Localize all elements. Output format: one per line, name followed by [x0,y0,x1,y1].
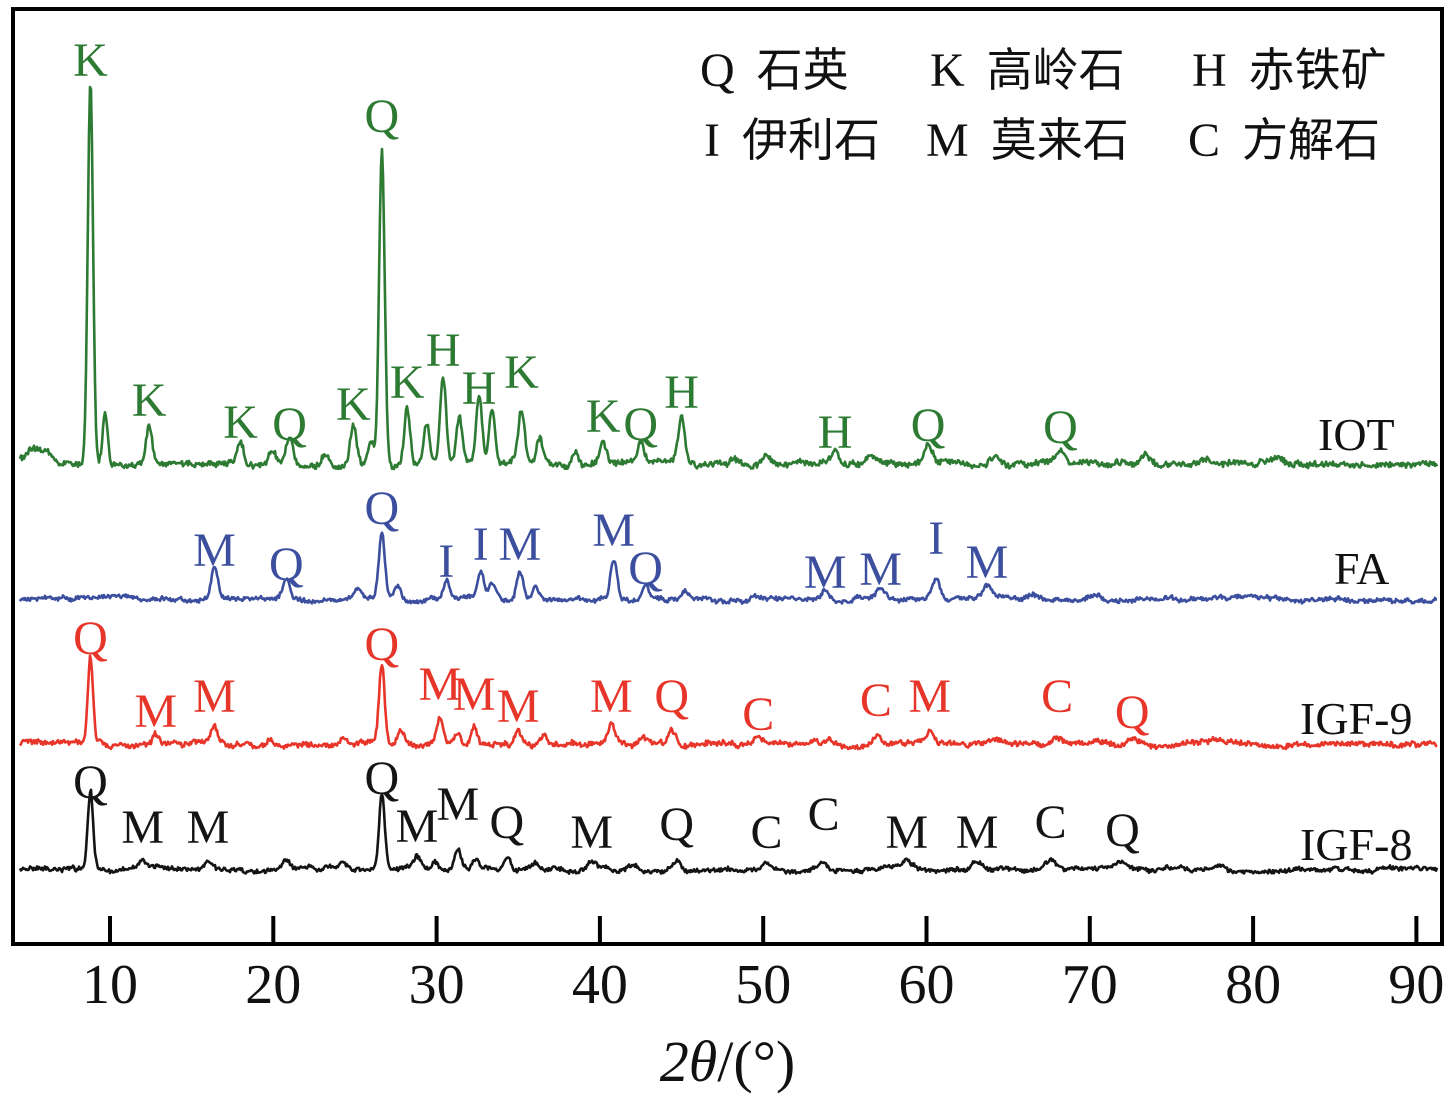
legend-name-mullite: 莫来石 [990,115,1129,166]
peak-label-k: K [504,346,539,399]
peak-label-q: Q [1105,804,1140,857]
peak-label-m: M [886,806,929,859]
peak-label-q: Q [489,796,524,849]
peak-label-m: M [121,801,164,854]
peak-label-i: I [438,535,454,588]
peak-label-i: I [928,512,944,565]
peak-label-m: M [134,685,177,738]
legend-symbol-q: Q [700,44,735,97]
legend-symbol-c: C [1188,114,1221,167]
legend-item-kaolinite: K 高岭石 [930,34,1125,100]
peak-label-h: H [462,362,497,415]
peak-label-c: C [860,674,892,727]
legend-name-hematite: 赤铁矿 [1248,45,1387,96]
peak-label-q: Q [73,612,108,665]
peak-label-k: K [132,374,167,427]
series-label-igf9: IGF-9 [1300,693,1413,744]
peak-label-m: M [193,524,236,577]
legend-name-quartz: 石英 [756,45,849,96]
legend-name-illite: 伊利石 [741,115,880,166]
peak-label-m: M [908,670,951,723]
legend-name-kaolinite: 高岭石 [986,45,1125,96]
peak-label-q: Q [1115,686,1150,739]
peak-label-q: Q [654,670,689,723]
peak-label-m: M [499,518,542,571]
peak-label-q: Q [365,482,400,535]
peak-label-m: M [859,543,902,596]
x-tick-label: 40 [572,954,628,1016]
peak-label-m: M [419,658,462,711]
series-label-iot: IOT [1318,409,1395,460]
legend-symbol-i: I [704,114,720,167]
peak-label-m: M [590,670,633,723]
peak-label-m: M [592,504,635,557]
peak-label-c: C [1035,796,1067,849]
trace-iot [18,85,1439,471]
legend-name-calcite: 方解石 [1242,115,1381,166]
legend-item-mullite: M 莫来石 [926,104,1129,170]
legend-item-illite: I 伊利石 [704,104,880,170]
peak-label-c: C [808,788,840,841]
peak-label-m: M [570,806,613,859]
trace-igf-9 [18,654,1438,751]
trace-igf-8 [18,788,1439,875]
legend-symbol-k: K [930,44,965,97]
peak-label-q: Q [1043,401,1078,454]
peak-label-c: C [1041,670,1073,723]
peak-label-m: M [396,800,439,853]
trace-fa [18,531,1438,605]
peak-label-m: M [436,778,479,831]
peak-label-k: K [390,356,425,409]
series-label-igf8: IGF-8 [1300,819,1413,870]
legend-item-hematite: H 赤铁矿 [1192,34,1387,100]
peak-label-c: C [750,806,782,859]
x-axis-title-unit: /(°) [717,1029,796,1094]
peak-label-q: Q [269,538,304,591]
peak-label-m: M [453,668,496,721]
x-tick-label: 50 [735,954,791,1016]
peak-label-q: Q [272,398,307,451]
peak-label-c: C [742,688,774,741]
x-tick-label: 20 [245,954,301,1016]
peak-label-h: H [818,406,853,459]
x-tick-label: 30 [409,954,465,1016]
peak-label-q: Q [911,399,946,452]
peak-label-m: M [966,536,1009,589]
peak-label-q: Q [365,90,400,143]
peak-label-m: M [187,801,230,854]
x-tick-label: 80 [1225,954,1281,1016]
peak-label-i: I [473,518,489,571]
x-tick-label: 10 [82,954,138,1016]
plot-frame [11,7,1444,946]
legend-item-quartz: Q 石英 [700,34,849,100]
x-tick-label: 70 [1062,954,1118,1016]
peak-label-k: K [586,390,621,443]
peak-label-m: M [497,680,540,733]
series-label-fa: FA [1334,543,1390,594]
x-axis-title-2theta: 2θ [659,1029,718,1094]
legend-symbol-m: M [926,114,969,167]
peak-label-k: K [223,396,258,449]
x-tick-label: 60 [899,954,955,1016]
legend-symbol-h: H [1192,44,1227,97]
legend-item-calcite: C 方解石 [1188,104,1380,170]
x-tick-label: 90 [1388,954,1444,1016]
peak-label-k: K [336,378,371,431]
peak-label-m: M [193,670,236,723]
peak-label-q: Q [365,752,400,805]
peak-label-k: K [73,34,108,87]
x-axis-title: 2θ/(°) [0,1028,1455,1095]
peak-label-h: H [664,366,699,419]
peak-label-q: Q [73,756,108,809]
peak-label-m: M [956,806,999,859]
peak-label-h: H [426,324,461,377]
peak-label-m: M [804,546,847,599]
peak-label-q: Q [623,398,658,451]
peak-label-q: Q [628,542,663,595]
peak-label-q: Q [365,618,400,671]
peak-label-q: Q [659,798,694,851]
